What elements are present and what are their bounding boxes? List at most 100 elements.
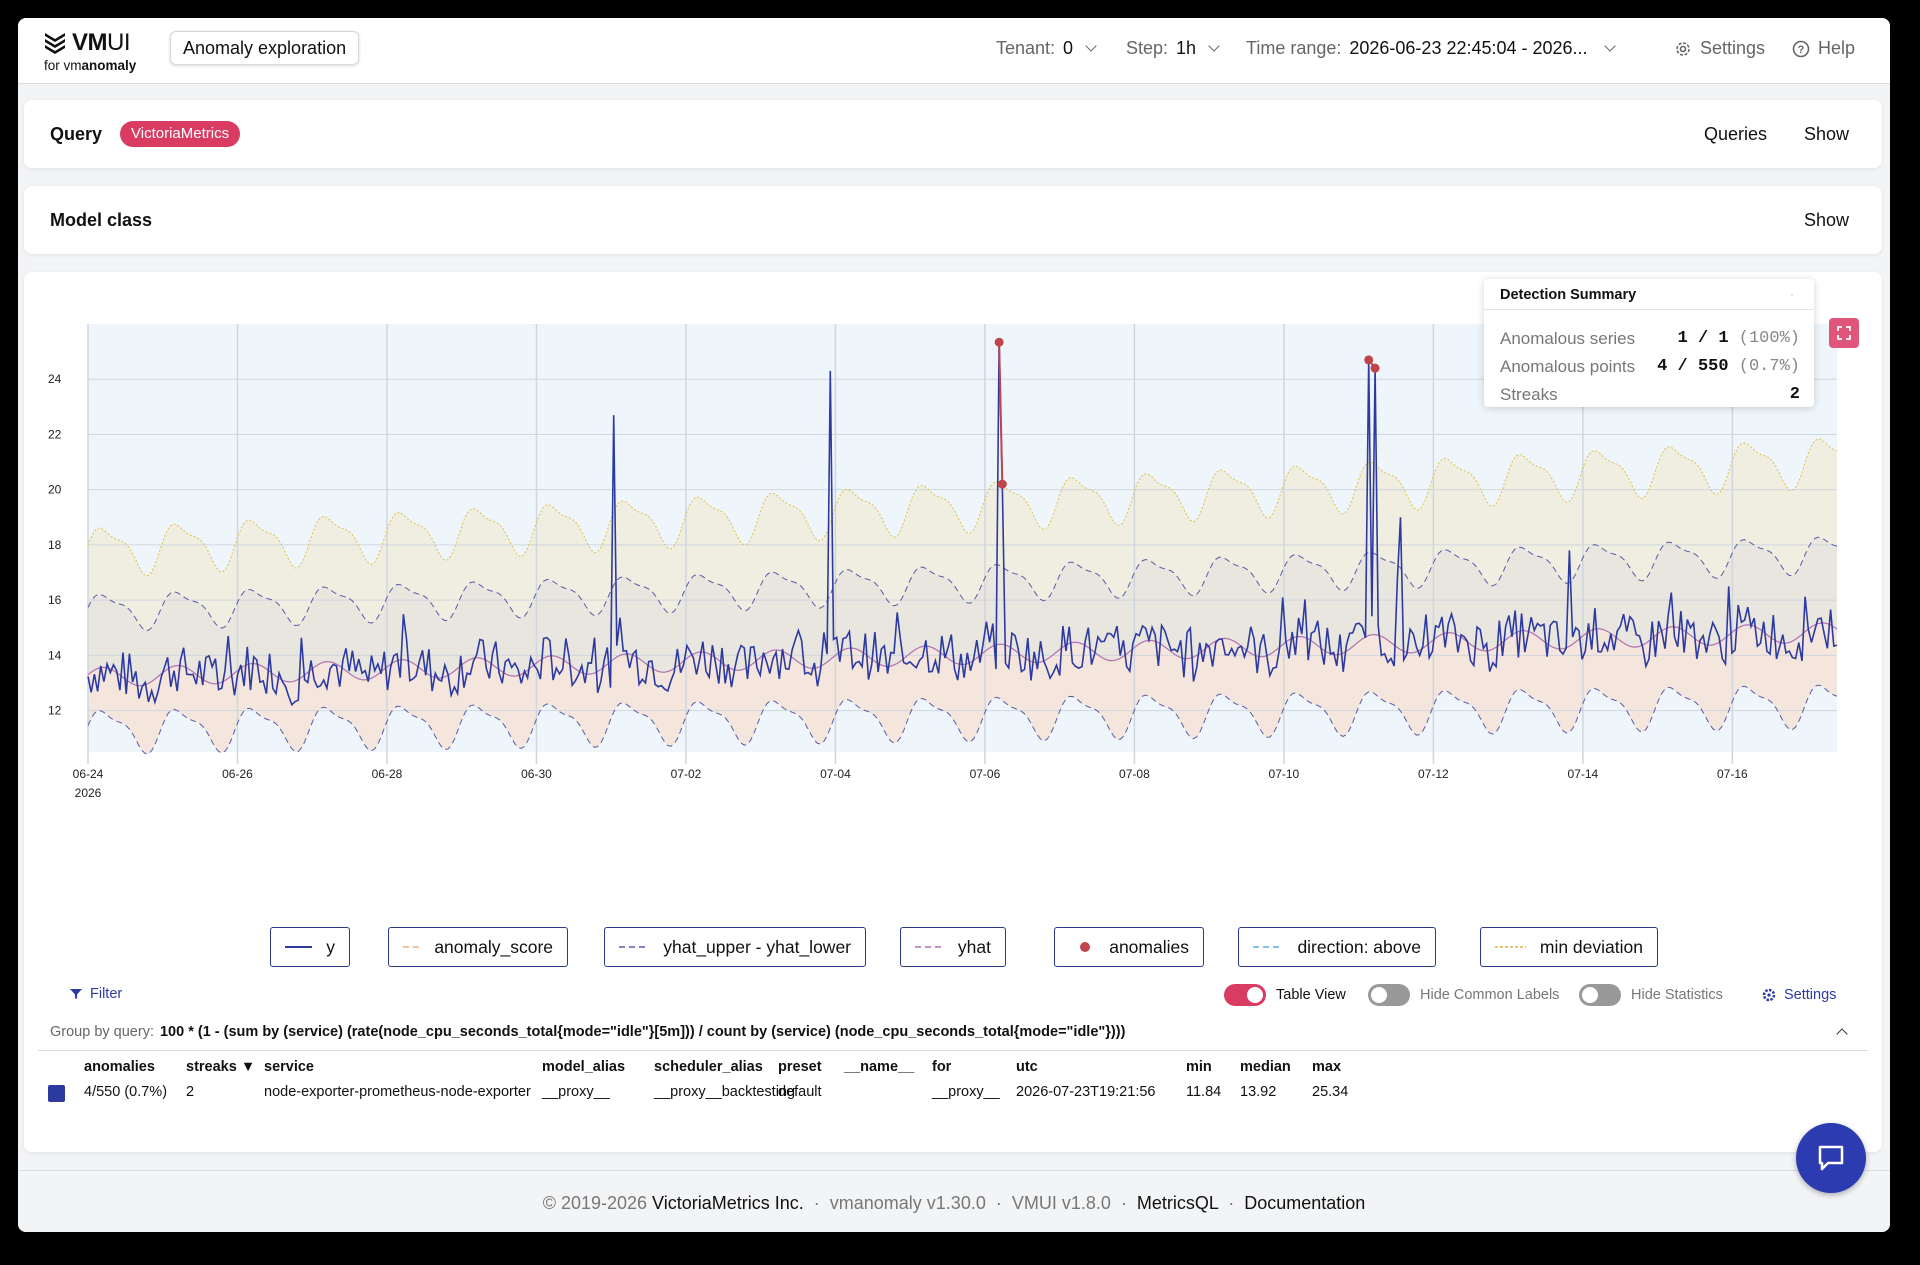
documentation-link[interactable]: Documentation xyxy=(1244,1193,1366,1213)
help-button[interactable]: ? Help xyxy=(1792,38,1855,59)
x-tick-label: 06-26 xyxy=(222,767,253,781)
table-header[interactable]: scheduler_alias xyxy=(654,1059,763,1075)
model-show-button[interactable]: Show xyxy=(1804,210,1850,230)
summary-row: Anomalous series 1 / 1 (100%) xyxy=(1500,329,1800,348)
chevron-down-icon xyxy=(1603,40,1616,52)
legend-label: min deviation xyxy=(1539,936,1643,957)
settings-button[interactable]: Settings xyxy=(1674,38,1765,59)
help-icon: ? xyxy=(1792,40,1810,57)
anomaly-point xyxy=(994,337,1004,347)
table-cell: __proxy__ xyxy=(932,1084,1000,1100)
y-tick-label: 24 xyxy=(48,372,62,386)
legend-item[interactable]: yhat_upper - yhat_lower xyxy=(604,927,866,967)
table-cell: 4/550 (0.7%) xyxy=(84,1084,168,1100)
hide-common-labels-label: Hide Common Labels xyxy=(1420,987,1560,1003)
collapse-icon[interactable] xyxy=(1836,1028,1848,1040)
logo-text: VMUI xyxy=(72,29,131,56)
table-cell: __proxy__ xyxy=(542,1084,610,1100)
min-deviation-line xyxy=(87,438,1838,577)
datasource-badge: VictoriaMetrics xyxy=(120,121,241,147)
legend-label: yhat_upper - yhat_lower xyxy=(663,936,851,957)
legend-item[interactable]: yhat xyxy=(900,927,1006,967)
chevron-down-icon xyxy=(1085,40,1097,52)
y-tick-label: 16 xyxy=(48,593,62,607)
anomaly-segment xyxy=(998,342,1004,485)
chat-button[interactable] xyxy=(1796,1123,1866,1193)
legend-item[interactable]: direction: above xyxy=(1238,927,1436,967)
fullscreen-button[interactable] xyxy=(1829,318,1859,348)
query-show-button[interactable]: Show xyxy=(1804,124,1850,144)
time-range-selector[interactable]: Time range: 2026-06-23 22:45:04 - 2026..… xyxy=(1246,38,1616,59)
filter-button[interactable]: Filter xyxy=(70,986,122,1002)
page-title[interactable]: Anomaly exploration xyxy=(170,31,360,65)
hide-statistics-toggle[interactable] xyxy=(1579,984,1621,1006)
table-header[interactable]: utc xyxy=(1016,1059,1038,1075)
x-year-label: 2026 xyxy=(75,786,102,800)
table-header[interactable]: median xyxy=(1240,1059,1291,1075)
anomaly-point xyxy=(1370,363,1380,373)
group-by-query-text: 100 * (1 - (sum by (service) (rate(node_… xyxy=(159,1024,1126,1040)
x-tick-label: 07-16 xyxy=(1717,767,1748,781)
victoriametrics-logo-icon xyxy=(45,33,65,54)
top-header: VMUI for vmanomaly Anomaly exploration T… xyxy=(18,18,1890,84)
y-series-line xyxy=(87,342,1838,707)
chevron-down-icon xyxy=(1208,40,1220,52)
table-header[interactable]: min xyxy=(1186,1059,1212,1075)
legend-item[interactable]: anomaly_score xyxy=(388,927,568,967)
detection-summary-panel: Detection Summary · Anomalous series 1 / … xyxy=(1484,279,1814,407)
chart-legend: y anomaly_score yhat_upper - yhat_lower yha… xyxy=(24,927,1882,967)
legend-label: anomaly_score xyxy=(434,936,553,957)
x-tick-label: 07-04 xyxy=(820,767,851,781)
table-header[interactable]: anomalies xyxy=(84,1059,155,1075)
queries-button[interactable]: Queries xyxy=(1704,124,1768,144)
legend-item[interactable]: anomalies xyxy=(1054,927,1204,967)
line-marker-icon xyxy=(619,946,650,948)
table-cell: 11.84 xyxy=(1186,1084,1222,1100)
line-marker-icon xyxy=(403,946,421,948)
group-by-query: Group by query: 100 * (1 - (sum by (servi… xyxy=(50,1024,1126,1040)
table-header[interactable]: model_alias xyxy=(542,1059,626,1075)
company-link[interactable]: VictoriaMetrics Inc. xyxy=(652,1193,804,1213)
series-color-swatch[interactable] xyxy=(48,1085,65,1102)
gear-icon xyxy=(1676,41,1690,56)
step-selector[interactable]: Step: 1h xyxy=(1126,38,1220,59)
table-view-toggle[interactable] xyxy=(1224,984,1266,1006)
x-tick-label: 07-12 xyxy=(1418,767,1449,781)
y-tick-label: 20 xyxy=(48,483,62,497)
y-tick-label: 12 xyxy=(48,704,62,718)
table-header[interactable]: for xyxy=(932,1059,952,1075)
table-header[interactable]: service xyxy=(264,1059,314,1075)
table-header[interactable]: streaks ▼ xyxy=(186,1059,256,1075)
legend-item[interactable]: y xyxy=(270,927,350,967)
app-window: VMUI for vmanomaly Anomaly exploration T… xyxy=(18,18,1890,1232)
vmui-logo[interactable]: VMUI for vmanomaly xyxy=(44,28,164,78)
metricsql-link[interactable]: MetricsQL xyxy=(1136,1193,1219,1213)
footer: © 2019-2026 VictoriaMetrics Inc. · vmano… xyxy=(18,1170,1890,1232)
table-cell: default xyxy=(778,1084,822,1100)
hide-common-labels-toggle[interactable] xyxy=(1368,984,1410,1006)
svg-text:?: ? xyxy=(1798,44,1805,56)
table-cell: 2 xyxy=(186,1084,195,1100)
table-header[interactable]: max xyxy=(1312,1059,1342,1075)
table-header[interactable]: preset xyxy=(778,1059,822,1075)
legend-item[interactable]: min deviation xyxy=(1480,927,1658,967)
tenant-selector[interactable]: Tenant: 0 xyxy=(996,38,1097,59)
filter-icon xyxy=(70,989,82,999)
line-marker-icon xyxy=(915,946,944,948)
chart-card: 12 14 16 18 20 22 24 06-24 06-26 06-28 06-30 07-02 0… xyxy=(24,272,1882,1152)
query-card: Query VictoriaMetrics Queries Show xyxy=(24,100,1882,168)
x-tick-label: 06-30 xyxy=(521,767,552,781)
table-settings-button[interactable]: Settings xyxy=(1762,987,1836,1003)
chat-icon xyxy=(1818,1145,1844,1171)
x-tick-label: 07-06 xyxy=(970,767,1001,781)
dot-icon: · xyxy=(1790,287,1794,301)
x-tick-label: 07-08 xyxy=(1119,767,1150,781)
legend-label: y xyxy=(326,936,335,957)
table-header[interactable]: __name__ xyxy=(844,1059,915,1075)
series-table: anomalies streaks ▼ service model_alias sche… xyxy=(38,1050,1868,1102)
x-tick-label: 07-14 xyxy=(1568,767,1599,781)
yhat-lower-line xyxy=(87,684,1838,755)
gear-icon xyxy=(1762,988,1776,1002)
line-marker-icon xyxy=(1495,946,1526,948)
query-title: Query xyxy=(50,124,103,144)
